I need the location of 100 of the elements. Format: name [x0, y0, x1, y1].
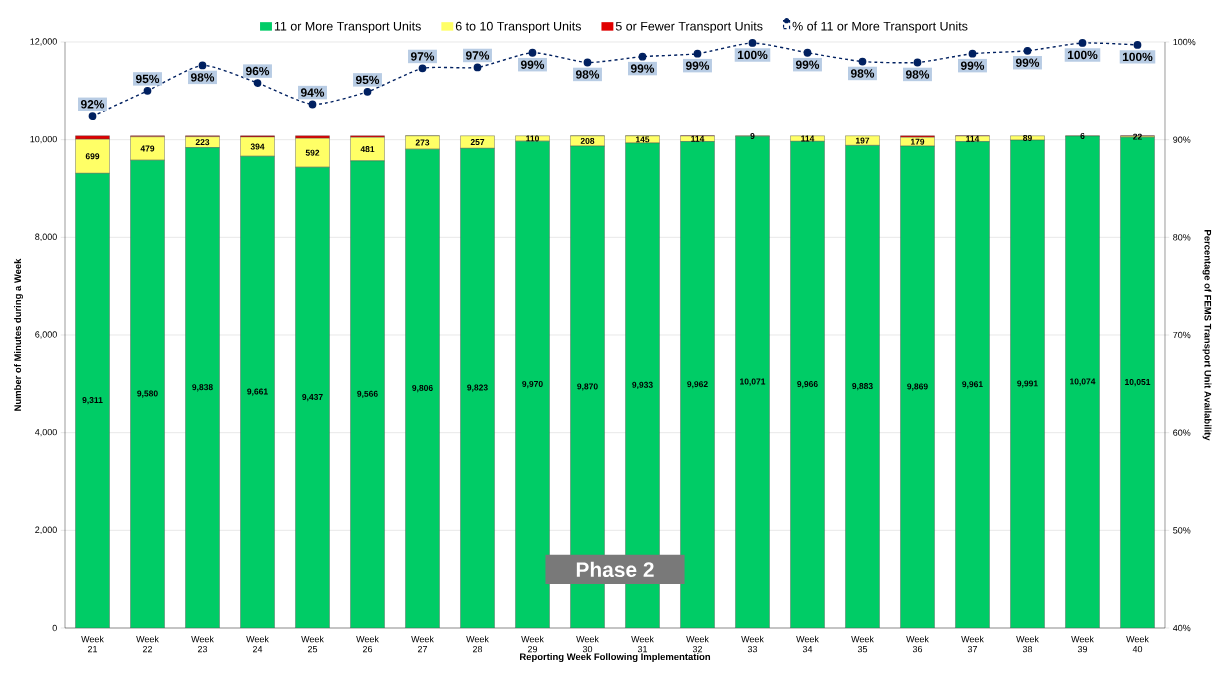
y-tick-label: 4,000 [34, 428, 57, 437]
data-label: 9 [750, 132, 755, 139]
data-label: 99% [630, 64, 655, 73]
data-label: 10,051 [1125, 378, 1151, 387]
y2-tick-label: 100% [1173, 38, 1196, 46]
y2-tick-label: 70% [1173, 331, 1191, 339]
y-tick-label: 6,000 [35, 331, 57, 339]
y2-tick-label: 80% [1173, 234, 1191, 241]
data-label: 9,580 [137, 390, 158, 398]
data-label: 95% [355, 75, 380, 85]
data-label: 99% [520, 60, 545, 69]
x-tick-label: Week 32 [686, 635, 709, 653]
x-tick-label: Week 26 [356, 635, 379, 653]
data-label: 9,961 [962, 381, 983, 389]
y2-tick-label: 40% [1172, 624, 1191, 632]
data-label: 99% [795, 60, 820, 69]
data-label: 89 [1023, 134, 1032, 141]
data-label: 110 [526, 135, 539, 142]
data-label: 9,566 [357, 390, 378, 399]
data-label: 479 [140, 145, 155, 152]
data-label: 481 [360, 146, 375, 153]
data-label: 9,869 [907, 383, 928, 391]
data-label: 9,883 [852, 383, 873, 391]
data-label: 92% [80, 100, 105, 109]
legend-label: 6 to 10 Transport Units [455, 21, 581, 34]
data-label: 394 [250, 143, 265, 150]
data-label: 699 [85, 153, 100, 160]
x-tick-label: Week 22 [136, 635, 159, 653]
data-label: 9,970 [522, 380, 543, 389]
x-tick-label: Week 35 [851, 635, 874, 653]
data-label: 98% [575, 70, 600, 79]
data-label: 99% [1015, 58, 1040, 67]
x-tick-label: Week 34 [796, 635, 819, 653]
data-label: 257 [470, 139, 485, 146]
x-tick-label: Week 39 [1071, 635, 1094, 653]
data-label: 94% [300, 88, 325, 97]
data-label: 100% [1122, 52, 1153, 62]
data-label: 223 [195, 139, 210, 146]
x-tick-label: Week 28 [466, 635, 489, 653]
x-tick-label: Week 36 [906, 635, 929, 653]
x-tick-label: Week 29 [521, 635, 544, 653]
data-label: 100% [1067, 50, 1098, 60]
data-label: 9,966 [797, 381, 818, 389]
y-axis-title: Number of Minutes during a Week [14, 258, 23, 411]
data-label: 114 [966, 135, 980, 142]
data-label: 98% [190, 73, 215, 82]
data-label: 9,661 [247, 388, 268, 396]
data-label: 97% [410, 52, 435, 61]
data-label: 114 [691, 135, 705, 142]
data-label: 98% [905, 70, 930, 79]
data-label: 9,311 [82, 397, 103, 405]
data-label: 9,437 [302, 393, 323, 402]
data-label: 99% [685, 61, 710, 70]
x-tick-label: Week 37 [961, 635, 984, 653]
x-tick-label: Week 21 [81, 635, 104, 653]
x-tick-label: Week 33 [741, 635, 764, 653]
y-tick-label: 2,000 [35, 526, 57, 535]
y-tick-label: 8,000 [35, 233, 57, 242]
data-label: 98% [850, 69, 875, 78]
x-tick-label: Week 25 [301, 635, 324, 653]
data-label: 9,962 [687, 381, 708, 389]
x-axis-title: Reporting Week Following Implementation [520, 653, 711, 663]
x-tick-label: Week 40 [1126, 635, 1149, 653]
data-label: 95% [135, 74, 160, 84]
data-label: 9,933 [632, 381, 653, 390]
y2-tick-label: 60% [1173, 429, 1191, 436]
legend-label: % of 11 or More Transport Units [792, 21, 968, 34]
data-label: 6 [1080, 132, 1085, 139]
data-label: 592 [305, 149, 320, 156]
data-label: 9,806 [412, 384, 433, 393]
data-label: 100% [737, 50, 768, 60]
y2-axis-title: Percentage of FEMS Transport Unit Availability [1202, 230, 1212, 441]
data-label: 273 [415, 139, 430, 146]
data-label: 145 [635, 136, 650, 143]
x-tick-label: Week 31 [631, 635, 654, 653]
data-label: 99% [960, 61, 985, 70]
data-label: 197 [855, 137, 870, 144]
data-label: 208 [580, 137, 595, 144]
legend-label: 5 or Fewer Transport Units [615, 21, 763, 34]
data-label: 114 [801, 135, 815, 142]
data-label: 179 [910, 138, 925, 145]
legend-label: 11 or More Transport Units [274, 21, 421, 34]
data-label: 10,074 [1070, 378, 1096, 386]
data-label: 10,071 [740, 378, 766, 386]
x-tick-label: Week 24 [246, 635, 269, 653]
y2-tick-label: 50% [1173, 527, 1191, 534]
data-label: 9,991 [1017, 380, 1038, 388]
y-tick-label: 12,000 [30, 38, 57, 46]
data-label: 96% [245, 66, 270, 76]
annotation: Phase 2 [576, 561, 654, 578]
x-tick-label: Week 27 [411, 635, 434, 653]
y2-tick-label: 90% [1173, 136, 1191, 143]
x-tick-label: Week 30 [576, 635, 599, 653]
data-label: 97% [465, 51, 490, 60]
data-label: 9,838 [192, 384, 213, 392]
x-tick-label: Week 23 [191, 635, 214, 653]
data-label: 9,823 [467, 384, 488, 392]
data-label: 9,870 [577, 383, 598, 391]
y-tick-label: 0 [52, 624, 57, 632]
y-tick-label: 10,000 [30, 135, 57, 144]
